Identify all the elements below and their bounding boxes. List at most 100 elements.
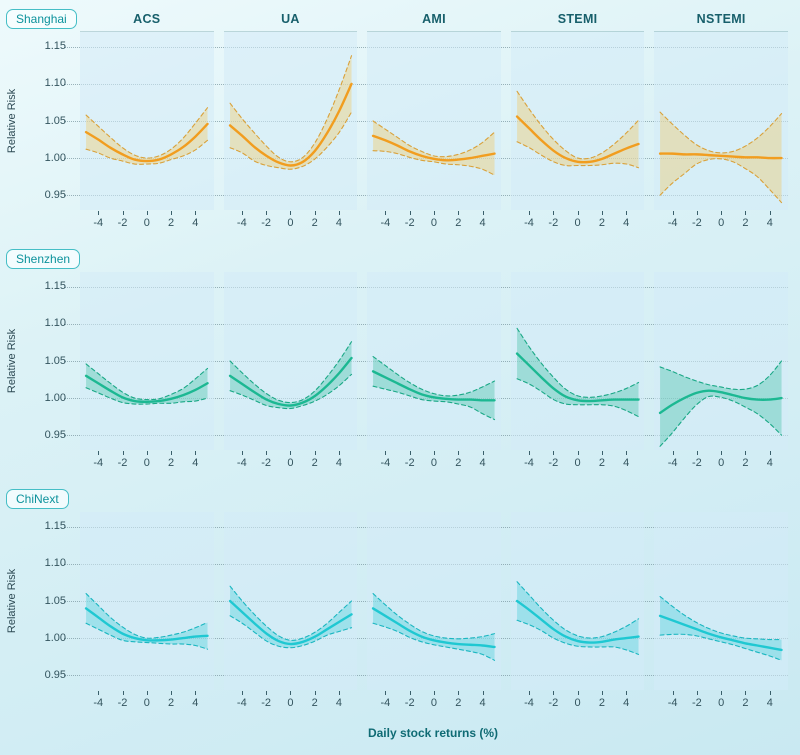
x-tick-label: 0 <box>143 217 150 229</box>
x-axis: -4 -2 0 2 4 <box>80 210 214 236</box>
x-tick-label: -4 <box>667 217 678 229</box>
panel-chinext-acs <box>80 512 214 690</box>
market-badge-chinext: ChiNext <box>6 489 69 509</box>
x-tick-label: 2 <box>311 457 318 469</box>
relative-risk-curve <box>372 593 496 661</box>
figure-rows: Shanghai ACS UA AMI STEMI NSTEMI Relative Risk… <box>6 6 788 716</box>
relative-risk-curve <box>515 90 640 169</box>
x-tick-label: -4 <box>524 457 534 469</box>
x-tick-label: 4 <box>335 217 343 229</box>
relative-risk-curve <box>372 356 496 421</box>
x-tick-mark <box>171 691 173 695</box>
x-tick-mark <box>458 691 460 695</box>
x-tick-label: 4 <box>192 217 199 229</box>
x-tick-mark <box>385 691 387 695</box>
x-tick-label: 2 <box>598 697 605 709</box>
x-tick-mark <box>314 211 316 215</box>
row-badge-cell: ChiNext <box>6 486 70 512</box>
x-tick-label: 0 <box>718 217 725 229</box>
y-tick-label: 1.00 <box>44 631 66 644</box>
x-tick-mark <box>553 211 555 215</box>
relative-risk-curve <box>372 120 496 176</box>
x-tick-label: 4 <box>623 217 630 229</box>
y-tick-label: 1.05 <box>44 114 66 127</box>
x-tick-label: -4 <box>524 217 534 229</box>
x-tick-label: 4 <box>192 697 199 709</box>
y-tick-label: 1.15 <box>44 520 66 533</box>
x-tick-mark <box>433 451 435 455</box>
x-tick-mark <box>626 211 628 215</box>
x-tick-label: -2 <box>261 457 271 469</box>
relative-risk-curve <box>515 581 640 655</box>
x-tick-label: 4 <box>479 697 486 709</box>
panel-shanghai-ua <box>223 32 358 210</box>
x-tick-label: -2 <box>117 697 128 709</box>
x-tick-mark <box>171 211 173 215</box>
market-badge-shenzhen: Shenzhen <box>6 249 81 269</box>
panel-shanghai-ami <box>367 32 501 210</box>
x-tick-mark <box>385 211 387 215</box>
x-tick-mark <box>601 691 603 695</box>
y-tick-label: 1.00 <box>44 391 66 404</box>
relative-risk-curve <box>228 55 353 170</box>
x-tick-mark <box>146 211 148 215</box>
x-tick-mark <box>601 211 603 215</box>
x-tick-label: 2 <box>455 217 462 229</box>
x-tick-label: 0 <box>430 217 438 229</box>
x-tick-mark <box>745 451 747 455</box>
x-tick-label: 0 <box>718 697 725 709</box>
x-tick-mark <box>98 211 100 215</box>
relative-risk-curve <box>228 341 353 410</box>
x-tick-mark <box>266 691 268 695</box>
panel-shenzhen-nstemi <box>654 272 788 450</box>
x-tick-label: -2 <box>404 457 415 469</box>
x-tick-mark <box>385 451 387 455</box>
x-tick-mark <box>122 211 124 215</box>
x-tick-label: 4 <box>335 457 343 469</box>
x-tick-mark <box>672 211 674 215</box>
x-tick-label: -4 <box>667 697 678 709</box>
x-tick-mark <box>458 211 460 215</box>
figure-row-chinext: ChiNext Relative Risk 1.15 1.10 1.05 1.00 0.95… <box>6 486 788 716</box>
column-header-acs: ACS <box>80 6 214 32</box>
x-tick-mark <box>577 451 579 455</box>
x-tick-mark <box>482 211 484 215</box>
x-tick-mark <box>458 451 460 455</box>
y-tick-label: 1.05 <box>44 594 66 607</box>
panel-shanghai-nstemi <box>654 32 788 210</box>
x-tick-mark <box>672 451 674 455</box>
y-tick-label: 0.95 <box>44 188 66 201</box>
x-tick-label: -2 <box>117 217 128 229</box>
x-tick-mark <box>98 451 100 455</box>
x-tick-mark <box>266 211 268 215</box>
x-tick-label: 2 <box>742 217 749 229</box>
x-axis: -4 -2 0 2 4 <box>80 690 214 716</box>
x-tick-label: 2 <box>168 457 175 469</box>
x-tick-mark <box>745 211 747 215</box>
x-tick-label: 4 <box>479 457 486 469</box>
x-axis: -4 -2 0 2 4 <box>511 450 645 476</box>
x-tick-mark <box>745 691 747 695</box>
x-tick-mark <box>409 691 411 695</box>
x-tick-label: -2 <box>404 697 415 709</box>
x-tick-mark <box>195 211 197 215</box>
relative-risk-curve <box>659 596 784 661</box>
y-tick-label: 0.95 <box>44 428 66 441</box>
x-tick-label: -4 <box>236 697 247 709</box>
x-tick-label: 0 <box>430 457 438 469</box>
x-tick-label: -4 <box>667 457 678 469</box>
x-tick-label: -4 <box>236 457 247 469</box>
x-tick-label: -2 <box>548 217 559 229</box>
row-badge-cell: Shenzhen <box>6 246 81 272</box>
x-tick-label: -4 <box>380 697 391 709</box>
x-tick-mark <box>696 691 698 695</box>
relative-risk-curve <box>659 360 784 447</box>
x-axis: -4 -2 0 2 4 <box>224 690 358 716</box>
x-tick-mark <box>626 451 628 455</box>
y-axis-label: Relative Risk <box>6 568 18 634</box>
x-tick-mark <box>241 451 243 455</box>
x-tick-mark <box>433 211 435 215</box>
x-tick-mark <box>577 691 579 695</box>
x-tick-mark <box>98 691 100 695</box>
x-axis: -4 -2 0 2 4 <box>654 450 788 476</box>
